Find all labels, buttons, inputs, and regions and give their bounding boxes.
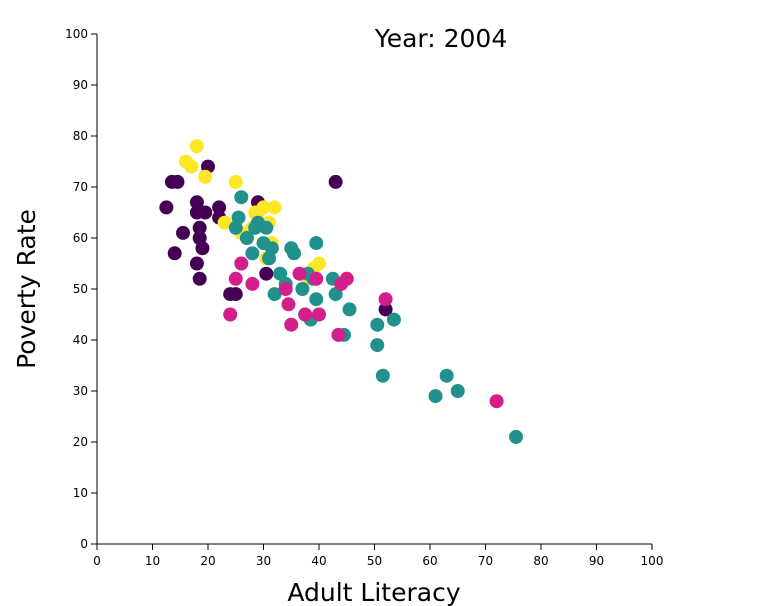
data-point: [339, 271, 354, 286]
data-point: [228, 287, 243, 302]
data-point: [278, 282, 293, 296]
data-point: [331, 327, 346, 342]
data-point: [450, 384, 465, 398]
data-point: [234, 190, 249, 205]
y-tick-label: 20: [73, 435, 88, 449]
y-axis: 0 10 20 30 40 50 60 70 80 90 100: [65, 27, 98, 551]
y-tick-label: 60: [73, 231, 88, 245]
data-point: [239, 231, 254, 245]
data-point: [259, 266, 274, 281]
data-point: [189, 195, 204, 210]
data-point: [167, 246, 182, 261]
data-point: [284, 317, 299, 332]
y-tick-label: 70: [73, 180, 88, 194]
y-axis-title: Poverty Rate: [12, 209, 41, 369]
data-point: [231, 210, 246, 225]
x-axis-title: Adult Literacy: [287, 578, 460, 606]
data-point: [428, 389, 443, 404]
data-point: [312, 256, 326, 271]
y-tick-label: 50: [73, 282, 88, 296]
data-points: [159, 139, 524, 444]
data-point: [309, 271, 324, 286]
data-point: [176, 225, 191, 240]
y-tick-label: 100: [65, 27, 88, 41]
data-point: [273, 266, 288, 281]
data-point: [228, 174, 243, 189]
x-tick-label: 90: [589, 554, 604, 568]
data-point: [298, 307, 313, 322]
data-point: [234, 256, 249, 271]
data-point: [267, 287, 282, 302]
x-tick-label: 80: [533, 554, 548, 568]
y-tick-label: 90: [73, 78, 88, 92]
x-tick-label: 10: [145, 554, 160, 568]
data-point: [170, 174, 185, 189]
data-point: [386, 312, 401, 327]
x-tick-label: 40: [311, 554, 326, 568]
data-point: [328, 174, 343, 189]
data-point: [192, 271, 207, 286]
data-point: [223, 307, 238, 322]
data-point: [309, 292, 324, 307]
data-point: [212, 200, 227, 215]
data-point: [198, 205, 213, 220]
x-tick-label: 100: [641, 554, 664, 568]
x-tick-label: 30: [256, 554, 271, 568]
data-point: [378, 302, 393, 317]
data-point: [256, 200, 271, 215]
data-point: [184, 159, 199, 174]
data-point: [342, 302, 357, 317]
data-point: [439, 368, 454, 383]
data-point: [245, 276, 260, 291]
data-point: [192, 220, 207, 235]
data-point: [287, 246, 302, 261]
data-point: [328, 287, 343, 302]
chart-title: Year: 2004: [374, 24, 507, 53]
data-point: [375, 368, 390, 383]
y-tick-label: 0: [80, 537, 88, 551]
y-tick-label: 80: [73, 129, 88, 143]
data-point: [312, 307, 326, 322]
data-point: [189, 256, 204, 271]
data-point: [264, 241, 279, 256]
data-point: [159, 200, 174, 215]
data-point: [292, 266, 307, 281]
data-point: [198, 169, 213, 184]
data-point: [309, 236, 324, 251]
x-tick-label: 0: [93, 554, 101, 568]
x-tick-label: 50: [367, 554, 382, 568]
y-tick-label: 40: [73, 333, 88, 347]
data-point: [370, 338, 385, 353]
data-point: [281, 297, 296, 312]
data-point: [195, 241, 210, 256]
data-point: [370, 317, 385, 332]
data-point: [189, 139, 204, 154]
y-tick-label: 30: [73, 384, 88, 398]
data-point: [259, 220, 274, 235]
data-point: [295, 282, 310, 296]
data-point: [217, 215, 232, 230]
x-tick-label: 60: [422, 554, 437, 568]
data-point: [267, 200, 282, 215]
x-tick-label: 20: [200, 554, 215, 568]
data-point: [378, 292, 393, 307]
x-axis: 0 10 20 30 40 50 60 70 80 90 100: [93, 543, 664, 568]
y-tick-label: 10: [73, 486, 88, 500]
data-point: [228, 271, 243, 286]
data-point: [245, 246, 260, 261]
data-point: [489, 394, 504, 409]
x-tick-label: 70: [478, 554, 493, 568]
data-point: [509, 429, 524, 444]
